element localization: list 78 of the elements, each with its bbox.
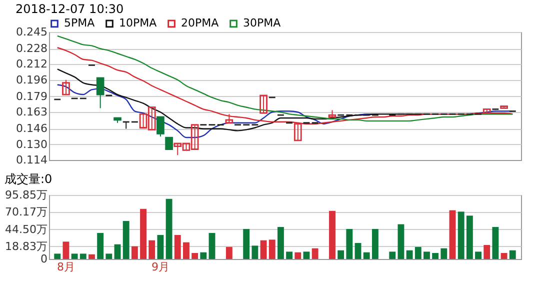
bar (192, 252, 198, 259)
bar (243, 228, 250, 259)
y-tick-label: 0.228 (16, 42, 48, 56)
bar (148, 240, 156, 259)
bar (484, 244, 490, 259)
x-tick-label: 9月 (151, 260, 170, 274)
y-tick-label: 0.212 (16, 58, 48, 71)
y-tick-label: 0.146 (16, 122, 48, 136)
candlestick (165, 136, 173, 150)
bar (406, 250, 413, 259)
bar (303, 252, 310, 259)
legend-label: 20PMA (181, 16, 220, 30)
bar (54, 254, 61, 259)
chart-title: 2018-12-07 10:30 (16, 2, 124, 16)
bar (268, 240, 276, 259)
y-tick-label: 18.83万 (5, 240, 48, 253)
y-tick-label: 0.130 (16, 138, 48, 151)
y-tick-label: 0.114 (16, 154, 48, 166)
bar (183, 242, 190, 259)
chart-title: 成交量:0 (4, 172, 52, 186)
bar (500, 252, 508, 259)
bar (440, 248, 448, 259)
bar (346, 228, 353, 259)
bar (260, 240, 267, 259)
bar (449, 210, 456, 259)
y-tick-label: 0 (40, 252, 48, 266)
bar (226, 246, 232, 259)
bar (492, 226, 499, 259)
bar (312, 248, 318, 259)
bar (286, 252, 293, 259)
bar (277, 226, 284, 259)
bar (62, 242, 70, 259)
bar (466, 216, 473, 259)
bar (338, 250, 344, 259)
bar (252, 246, 258, 259)
bar (106, 254, 112, 259)
bar (389, 252, 396, 259)
y-tick-label: 0.163 (16, 106, 48, 119)
bar (157, 234, 164, 259)
candlestick (156, 116, 164, 138)
bar (329, 210, 336, 259)
bar (432, 252, 439, 259)
bar (424, 252, 430, 259)
candlestick (62, 79, 70, 96)
bar (114, 244, 121, 259)
bar (131, 246, 138, 259)
y-tick-label: 0.196 (16, 73, 48, 86)
line-series (56, 35, 514, 122)
bar (372, 228, 378, 259)
bar (97, 232, 104, 259)
bar (140, 208, 146, 259)
bar (174, 234, 181, 259)
candlestick (260, 94, 268, 114)
bar (71, 254, 78, 259)
bar (354, 242, 362, 259)
bar (398, 224, 404, 259)
bar (475, 252, 482, 259)
legend-label: 30PMA (243, 16, 282, 30)
bar (458, 212, 464, 259)
x-tick-label: 8月 (56, 260, 75, 274)
candlestick (96, 77, 104, 109)
bar (88, 254, 95, 259)
legend-label: 10PMA (119, 16, 158, 30)
legend-label: 5PMA (64, 16, 96, 30)
bar (363, 252, 370, 259)
y-tick-label: 70.17万 (5, 206, 48, 219)
bar (208, 232, 216, 259)
y-tick-label: 0.245 (16, 26, 48, 38)
y-tick-label: 95.85万 (5, 188, 48, 202)
bar (80, 254, 86, 259)
bar (414, 246, 422, 259)
bar (200, 252, 207, 259)
bar (122, 220, 130, 259)
y-tick-label: 0.179 (16, 90, 48, 103)
bar (294, 252, 302, 259)
y-tick-label: 44.50万 (5, 222, 48, 236)
bar (166, 198, 172, 259)
bar (509, 250, 516, 259)
